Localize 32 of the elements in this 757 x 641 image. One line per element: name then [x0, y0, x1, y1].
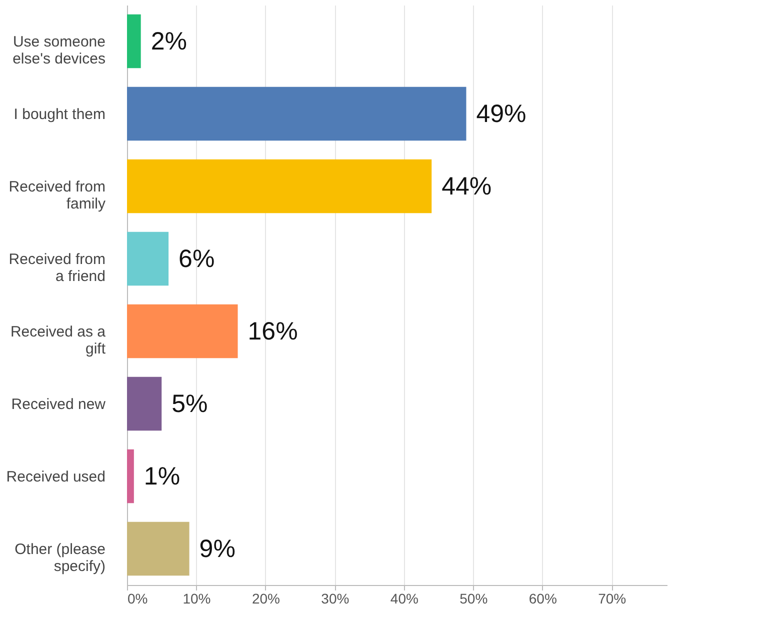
y-tick-label: Other (please specify) [14, 540, 106, 575]
x-tick-label: 50% [460, 590, 488, 606]
bar [127, 14, 141, 68]
x-tick-label: 20% [252, 590, 280, 606]
y-tick-label: Received new [11, 396, 106, 413]
data-label: 6% [178, 244, 215, 273]
data-label: 1% [144, 462, 180, 490]
data-label: 44% [442, 172, 492, 200]
x-tick-label: 70% [598, 590, 626, 606]
x-tick-label: 10% [182, 590, 211, 606]
data-label: 9% [199, 534, 236, 563]
data-label: 2% [150, 27, 187, 56]
data-label: 16% [248, 317, 298, 346]
y-tick-label: Received used [6, 468, 106, 486]
x-tick-label: 0% [128, 590, 148, 606]
bar [127, 449, 134, 504]
bar [127, 522, 190, 576]
bar [127, 304, 238, 358]
data-label: 5% [172, 390, 208, 418]
x-tick-label: 60% [528, 590, 557, 606]
x-tick-label: 40% [390, 590, 418, 606]
bar [127, 86, 466, 141]
bar [127, 376, 162, 431]
bar [127, 232, 169, 286]
x-tick-label: 30% [321, 590, 350, 606]
data-label: 49% [476, 100, 526, 128]
y-tick-label: Received from family [8, 178, 106, 212]
y-tick-label: Received as a gift [10, 323, 106, 358]
bar [127, 159, 432, 214]
y-tick-label: Use someone else's devices [12, 33, 106, 68]
y-tick-label: I bought them [14, 106, 106, 123]
y-tick-label: Received from a friend [8, 250, 106, 285]
